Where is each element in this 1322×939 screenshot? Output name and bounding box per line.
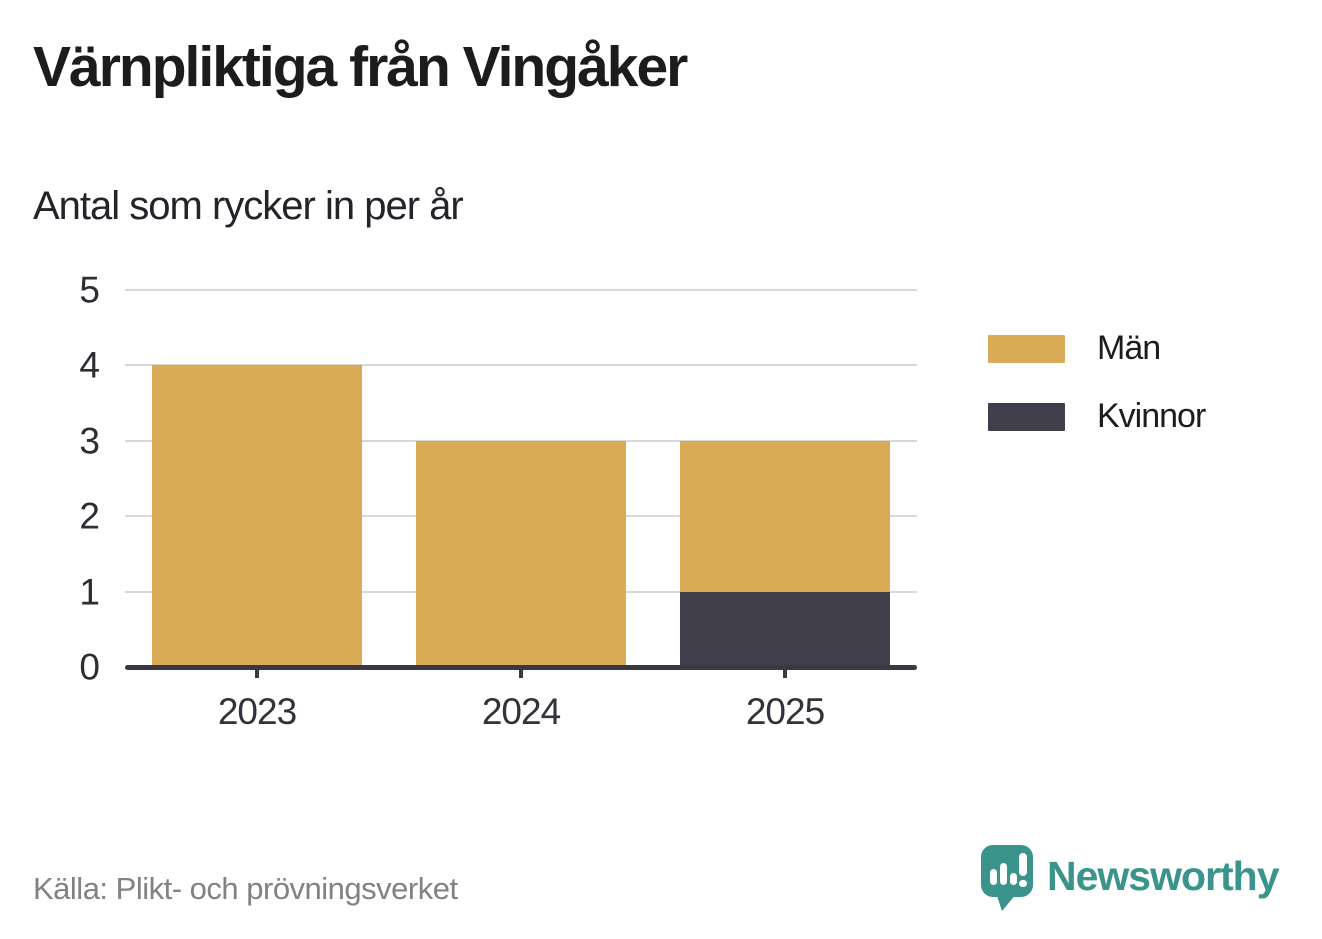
legend: Män Kvinnor (988, 329, 1206, 436)
legend-item-man: Män (988, 329, 1205, 368)
newsworthy-wordmark: Newsworthy (1047, 853, 1279, 899)
bar-segment (680, 591, 890, 667)
y-tick-label: 1 (79, 571, 100, 613)
chart-title: Värnpliktiga från Vingåker (33, 35, 688, 99)
x-tick-label: 2025 (745, 691, 825, 732)
bar-2025 (680, 290, 890, 667)
bar-2023 (152, 290, 362, 667)
bar-slot: 2025 (653, 290, 917, 732)
x-axis-tick (255, 669, 259, 678)
bar-slot: 2023 (125, 290, 389, 732)
x-axis-tick (783, 669, 787, 678)
legend-label-man: Män (1097, 329, 1161, 367)
y-tick-label: 0 (79, 646, 100, 688)
newsworthy-brand: Newsworthy (980, 844, 1279, 912)
gridline (125, 364, 917, 367)
plot-area: 2023 2024 2025 (125, 289, 917, 732)
y-tick-label: 2 (79, 495, 100, 537)
x-axis-line (125, 665, 917, 670)
bar-2024 (416, 290, 626, 667)
legend-swatch-man (988, 334, 1065, 363)
x-tick-label: 2023 (217, 691, 297, 732)
legend-item-kvinnor: Kvinnor (988, 397, 1206, 436)
y-tick-label: 3 (79, 420, 100, 462)
y-axis-labels: 0 1 2 3 4 5 (0, 272, 100, 686)
bar-segment (416, 440, 626, 667)
y-tick-label: 5 (79, 269, 100, 311)
y-tick-label: 4 (79, 344, 100, 386)
source-attribution: Källa: Plikt- och prövningsverket (33, 871, 458, 906)
bar-segment (680, 440, 890, 592)
bar-slots: 2023 2024 2025 (125, 290, 917, 732)
x-axis-tick (519, 669, 523, 678)
x-tick-label: 2024 (481, 691, 561, 732)
newsworthy-logo-icon (981, 845, 1033, 911)
legend-label-kvinnor: Kvinnor (1097, 397, 1206, 435)
chart-subtitle: Antal som rycker in per år (33, 184, 464, 228)
bar-slot: 2024 (389, 290, 653, 732)
bar-segment (152, 365, 362, 667)
gridline (125, 289, 917, 291)
legend-swatch-kvinnor (988, 402, 1065, 431)
